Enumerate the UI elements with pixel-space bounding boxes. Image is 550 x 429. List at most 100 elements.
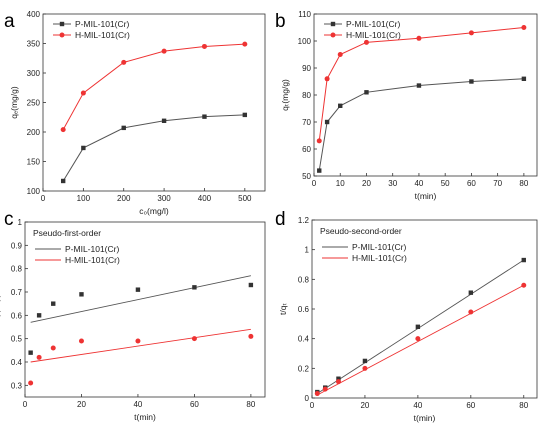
x-tick-label: 40: [133, 400, 142, 409]
data-point: [362, 365, 368, 371]
legend-label: H-MIL-101(Cr): [65, 255, 120, 265]
legend: P-MIL-101(Cr)H-MIL-101(Cr): [322, 242, 407, 263]
data-point: [468, 30, 474, 36]
y-tick-label: 90: [302, 64, 311, 73]
x-tick-label: 100: [77, 194, 91, 203]
y-axis-label: t/qₜ: [278, 303, 288, 315]
data-point: [202, 114, 207, 119]
panel-d: d 0 20 40 60 80 0 0.2 0.4 0.6 0.8 1 1.2 t(min) t/qₜ Pse…: [275, 209, 538, 423]
legend: P-MIL-101(Cr)H-MIL-101(Cr): [324, 19, 401, 40]
series-h-mil: [60, 41, 248, 133]
panel-c: c 0 20 40 60 80 0.3 0.4 0.5 0.6 0.7 0.8 0.9 1 t(min) ln…: [0, 209, 266, 422]
series-p-mil: [28, 275, 254, 355]
x-tick-label: 30: [388, 179, 397, 188]
data-point: [416, 83, 422, 88]
data-point: [161, 48, 167, 54]
y-tick-label: 0.2: [298, 364, 310, 373]
y-tick-label: 1.2: [298, 216, 310, 225]
y-tick-label: 0.8: [11, 265, 23, 274]
data-point: [50, 345, 56, 351]
y-tick-label: 300: [27, 69, 41, 78]
data-point: [248, 333, 254, 339]
data-point: [135, 287, 141, 292]
x-tick-label: 80: [246, 400, 255, 409]
fit-line: [317, 259, 525, 394]
x-tick-label: 80: [519, 179, 528, 188]
legend-label: P-MIL-101(Cr): [352, 242, 406, 252]
y-tick-label: 50: [302, 172, 311, 181]
y-tick-label: 250: [27, 99, 41, 108]
data-point: [469, 79, 474, 84]
panel-letter: d: [275, 209, 286, 230]
panel-letter: b: [275, 11, 286, 32]
x-tick-label: 20: [360, 401, 369, 410]
data-point: [242, 41, 248, 47]
x-axis-label: c₀(mg/l): [139, 206, 169, 216]
data-point: [324, 119, 330, 125]
x-tick-label: 60: [190, 400, 199, 409]
y-tick-label: 0.9: [11, 241, 23, 250]
data-point: [191, 336, 197, 342]
y-tick-label: 80: [302, 91, 311, 100]
y-tick-label: 100: [298, 37, 312, 46]
data-point: [36, 313, 42, 318]
data-point: [161, 118, 167, 123]
y-axis-label: qₑ(mg/g): [9, 86, 19, 119]
x-tick-label: 40: [414, 179, 423, 188]
legend-label: P-MIL-101(Cr): [65, 244, 119, 254]
series-line: [62, 43, 245, 130]
y-tick-label: 0: [305, 394, 310, 403]
x-tick-label: 300: [157, 194, 171, 203]
legend-label: P-MIL-101(Cr): [75, 19, 129, 29]
x-tick-label: 0: [310, 401, 315, 410]
data-point: [81, 145, 86, 151]
fit-model-annotation: Pseudo-second-order: [320, 226, 402, 236]
panel-letter: c: [4, 209, 14, 230]
data-point: [248, 282, 254, 288]
x-tick-label: 80: [519, 401, 528, 410]
y-tick-label: 70: [302, 118, 311, 127]
data-point: [468, 309, 474, 315]
data-point: [416, 35, 422, 41]
data-point: [79, 292, 84, 297]
y-tick-label: 0.4: [11, 358, 23, 367]
y-tick-label: 0.6: [11, 311, 23, 320]
data-point: [336, 376, 341, 381]
x-tick-label: 60: [467, 179, 476, 188]
series-p-mil: [317, 76, 527, 173]
fit-line: [317, 284, 524, 396]
data-point: [468, 290, 474, 295]
panel-a: a0 100 200 300 400 500100150200250300350400c₀…: [4, 10, 266, 216]
data-point: [121, 59, 127, 65]
data-point: [322, 386, 328, 392]
y-tick-label: 0.6: [298, 305, 310, 314]
plot-frame: [24, 221, 266, 398]
legend-marker: [59, 21, 65, 27]
series-line: [62, 114, 245, 182]
data-point: [521, 25, 527, 30]
data-point: [78, 338, 84, 344]
y-tick-label: 60: [302, 145, 311, 154]
plot-frame: [42, 13, 266, 192]
y-tick-label: 400: [27, 10, 41, 19]
series-line: [318, 27, 524, 141]
x-tick-label: 40: [413, 401, 422, 410]
y-tick-label: 1: [305, 246, 310, 255]
y-tick-label: 0.5: [11, 335, 23, 344]
y-tick-label: 0.3: [11, 381, 23, 390]
data-point: [415, 324, 421, 329]
x-tick-label: 500: [238, 194, 252, 203]
data-point: [51, 301, 56, 306]
legend-label: H-MIL-101(Cr): [75, 30, 130, 40]
x-tick-label: 0: [312, 179, 317, 188]
data-point: [324, 76, 330, 82]
data-point: [135, 338, 141, 344]
x-tick-label: 0: [23, 400, 28, 409]
x-axis-label: t(min): [415, 191, 437, 201]
legend: P-MIL-101(Cr)H-MIL-101(Cr): [53, 19, 130, 40]
legend-label: P-MIL-101(Cr): [346, 19, 400, 29]
x-tick-label: 0: [41, 194, 46, 203]
x-axis-label: t(min): [414, 413, 436, 423]
data-point: [80, 90, 86, 96]
series-line: [318, 78, 524, 171]
